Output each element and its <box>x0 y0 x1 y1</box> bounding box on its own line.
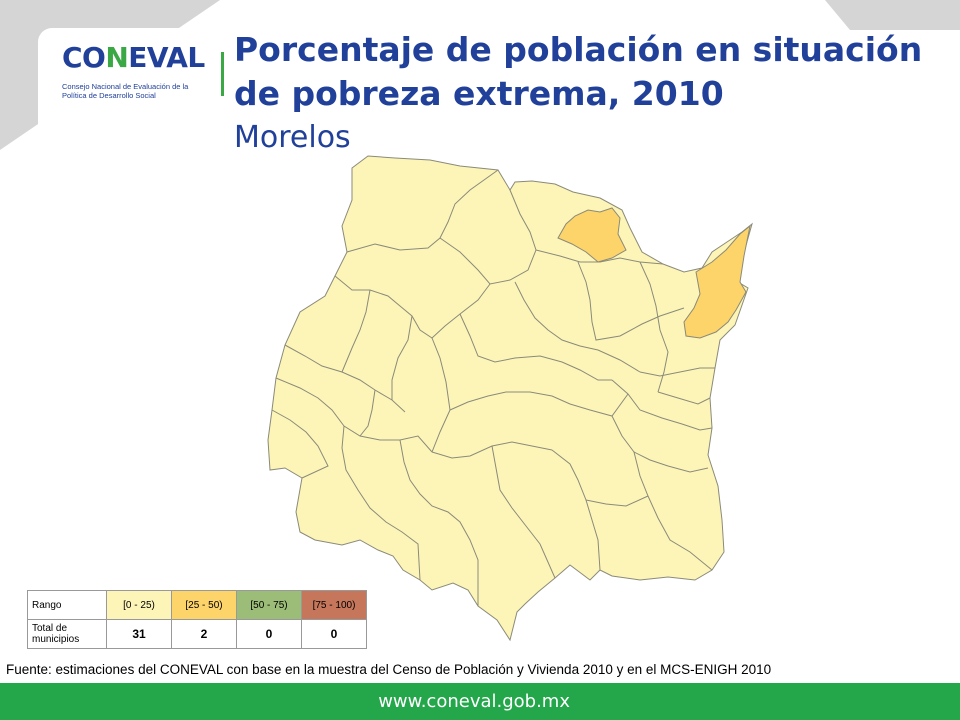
legend-range-75-100: [75 - 100) <box>301 590 367 620</box>
border-central-2 <box>459 313 612 381</box>
border-central-4 <box>577 261 685 341</box>
legend-row-label-range: Rango <box>27 590 107 620</box>
border-south-west-3 <box>341 425 421 581</box>
title-accent-bar <box>221 52 224 96</box>
coneval-logo: CONEVAL <box>62 44 205 72</box>
state-name: Morelos <box>234 120 351 155</box>
border-inner-south <box>399 439 479 606</box>
municipality-25-50-east <box>683 224 751 339</box>
border-central-1 <box>431 337 451 453</box>
border-south-east-1 <box>611 415 709 473</box>
border-south-central-2 <box>449 391 629 417</box>
legend-row-label-total: Total de municipios <box>27 619 107 649</box>
border-south-east-2 <box>633 451 713 571</box>
border-west-1 <box>334 275 491 339</box>
logo-subtitle: Consejo Nacional de Evaluación de la Pol… <box>62 82 189 100</box>
state-shape <box>267 155 753 642</box>
legend-row-range: Rango [0 - 25) [25 - 50) [50 - 75) [75 -… <box>27 590 367 620</box>
legend-row-total: Total de municipios 31 2 0 0 <box>27 619 367 649</box>
legend-table: Rango [0 - 25) [25 - 50) [50 - 75) [75 -… <box>27 590 367 649</box>
legend-count-0-25: 31 <box>106 619 172 649</box>
border-west-2 <box>284 344 406 413</box>
border-central-3 <box>514 281 641 373</box>
municipality-25-50-north <box>557 207 627 263</box>
border-south-west-1 <box>275 377 433 453</box>
legend-count-50-75: 0 <box>236 619 302 649</box>
municipality-25-50-polygon-1 <box>557 207 627 263</box>
logo-wordmark-accent: N <box>105 41 129 74</box>
border-north-central <box>439 189 537 285</box>
border-south-central-4 <box>491 445 556 579</box>
border-south-east-3 <box>585 495 649 507</box>
border-east-2 <box>639 367 715 377</box>
footer-bar: www.coneval.gob.mx <box>0 683 960 720</box>
website-link[interactable]: www.coneval.gob.mx <box>378 691 570 712</box>
logo-wordmark-pre: CO <box>62 41 106 74</box>
morelos-municipality-map <box>267 155 753 642</box>
border-south-west-2 <box>271 409 329 479</box>
state-outline <box>267 155 753 642</box>
border-inner-west <box>359 389 376 437</box>
logo-wordmark-post: EVAL <box>128 41 205 74</box>
legend-range-25-50: [25 - 50) <box>171 590 237 620</box>
legend-count-25-50: 2 <box>171 619 237 649</box>
page-title: Porcentaje de población en situación de … <box>234 30 923 113</box>
municipality-borders <box>271 169 715 606</box>
legend-range-50-75: [50 - 75) <box>236 590 302 620</box>
legend-count-75-100: 0 <box>301 619 367 649</box>
border-east-3 <box>657 391 711 405</box>
logo-card <box>38 28 218 128</box>
top-right-corner-decoration <box>825 0 960 30</box>
source-note: Fuente: estimaciones del CONEVAL con bas… <box>6 662 772 677</box>
municipality-25-50-polygon-2 <box>683 224 751 339</box>
border-east-1 <box>639 261 669 393</box>
border-west-4 <box>391 315 413 400</box>
border-west-3 <box>341 289 371 373</box>
legend-range-0-25: [0 - 25) <box>106 590 172 620</box>
